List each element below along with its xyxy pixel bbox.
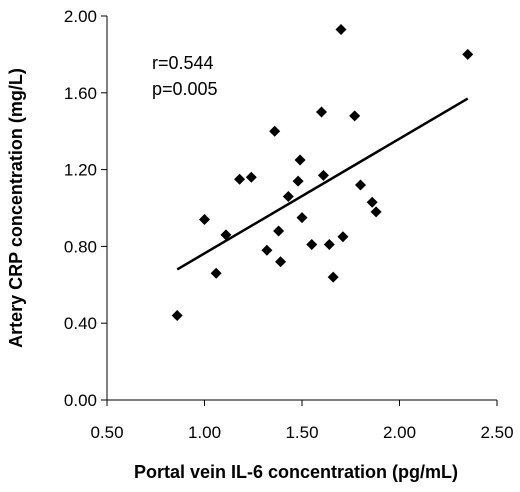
- axes: 0.00 0.40 0.80 1.20 1.60 2.00 0.50 1.00 1.50 2.00…: [64, 7, 514, 442]
- data-point: [316, 106, 327, 118]
- data-point: [337, 231, 349, 243]
- data-point: [349, 110, 361, 122]
- data-point: [323, 238, 335, 250]
- y-tick-label: 0.00: [64, 391, 97, 410]
- data-point: [199, 214, 210, 226]
- x-tick-label: 2.50: [480, 423, 513, 442]
- trendline-group: [176, 97, 469, 271]
- annotation-text: p=0.005: [152, 79, 218, 99]
- y-tick-label: 0.40: [64, 314, 97, 333]
- data-point: [294, 154, 306, 166]
- y-axis-title: Artery CRP concentration (mg/L): [6, 68, 26, 348]
- data-point: [261, 244, 273, 256]
- x-axis-title: Portal vein IL-6 concentration (pg/mL): [134, 462, 458, 482]
- data-point: [327, 271, 339, 283]
- data-point: [210, 267, 222, 279]
- data-point: [335, 23, 347, 35]
- x-tick-label: 1.00: [188, 423, 221, 442]
- trendline: [176, 97, 469, 271]
- data-point: [220, 229, 232, 241]
- x-tick-label: 1.50: [285, 423, 318, 442]
- data-point: [317, 169, 329, 181]
- x-tick-label: 2.00: [383, 423, 416, 442]
- y-tick-label: 1.60: [64, 84, 97, 103]
- y-tick-label: 1.20: [64, 161, 97, 180]
- data-point: [292, 175, 304, 187]
- annotation-text: r=0.544: [152, 53, 214, 73]
- data-point: [296, 212, 308, 224]
- data-point: [306, 238, 318, 250]
- data-point: [282, 190, 294, 202]
- data-point: [171, 310, 183, 322]
- data-point: [275, 256, 287, 268]
- data-point: [355, 179, 366, 191]
- y-tick-label: 0.80: [64, 237, 97, 256]
- axis-titles: Portal vein IL-6 concentration (pg/mL) Ar…: [6, 68, 458, 482]
- data-points: [171, 23, 474, 322]
- data-point: [370, 206, 382, 218]
- x-tick-label: 0.50: [90, 423, 123, 442]
- data-point: [462, 48, 474, 60]
- annotations: r=0.544 p=0.005: [152, 53, 218, 99]
- y-tick-label: 2.00: [64, 7, 97, 26]
- data-point: [234, 173, 246, 185]
- data-point: [273, 225, 285, 237]
- data-point: [366, 196, 378, 208]
- data-point: [269, 125, 281, 137]
- data-point: [245, 171, 257, 183]
